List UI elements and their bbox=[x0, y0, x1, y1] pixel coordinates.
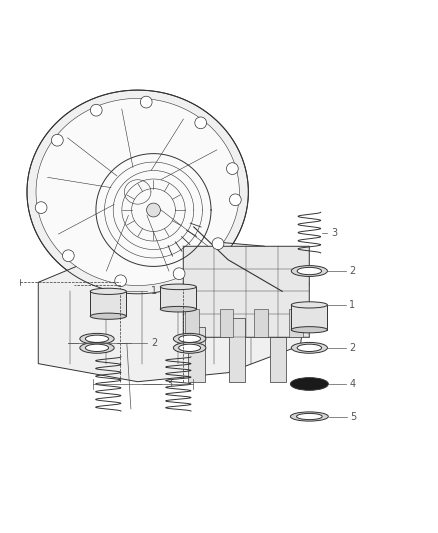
Ellipse shape bbox=[179, 344, 201, 351]
Circle shape bbox=[212, 238, 224, 249]
Ellipse shape bbox=[173, 333, 206, 344]
Ellipse shape bbox=[80, 333, 114, 344]
Circle shape bbox=[173, 268, 185, 280]
Circle shape bbox=[147, 203, 160, 217]
Text: 1: 1 bbox=[151, 286, 157, 296]
Circle shape bbox=[115, 275, 127, 287]
Text: 3: 3 bbox=[166, 379, 172, 389]
Bar bbox=[90, 292, 127, 316]
Text: 1: 1 bbox=[349, 300, 355, 310]
Polygon shape bbox=[36, 99, 239, 286]
Circle shape bbox=[226, 163, 238, 174]
Bar bbox=[291, 305, 328, 330]
Ellipse shape bbox=[160, 306, 196, 312]
Polygon shape bbox=[38, 237, 309, 382]
Bar bbox=[160, 287, 196, 309]
Bar bbox=[289, 310, 303, 336]
Ellipse shape bbox=[85, 335, 109, 343]
Text: 3: 3 bbox=[331, 228, 337, 238]
Ellipse shape bbox=[80, 342, 114, 353]
Circle shape bbox=[35, 201, 47, 214]
Ellipse shape bbox=[290, 378, 328, 390]
Ellipse shape bbox=[173, 342, 206, 353]
Ellipse shape bbox=[90, 288, 127, 294]
Circle shape bbox=[140, 96, 152, 108]
Polygon shape bbox=[27, 90, 248, 294]
Text: 5: 5 bbox=[350, 411, 356, 422]
Ellipse shape bbox=[85, 344, 109, 351]
Ellipse shape bbox=[90, 313, 127, 319]
Polygon shape bbox=[183, 246, 309, 336]
Circle shape bbox=[90, 104, 102, 116]
Ellipse shape bbox=[291, 265, 328, 277]
Circle shape bbox=[230, 194, 241, 206]
Ellipse shape bbox=[290, 412, 328, 421]
Text: 2: 2 bbox=[151, 338, 158, 348]
Ellipse shape bbox=[291, 327, 328, 333]
Bar bbox=[229, 318, 245, 382]
Ellipse shape bbox=[297, 268, 321, 274]
Bar bbox=[185, 310, 199, 336]
Ellipse shape bbox=[297, 414, 322, 419]
Circle shape bbox=[63, 250, 74, 262]
Bar bbox=[254, 310, 268, 336]
Text: 2: 2 bbox=[349, 343, 355, 353]
Ellipse shape bbox=[291, 342, 328, 353]
Ellipse shape bbox=[291, 302, 328, 308]
Text: 2: 2 bbox=[349, 266, 355, 276]
Circle shape bbox=[52, 134, 63, 146]
Bar bbox=[270, 336, 286, 382]
Polygon shape bbox=[36, 99, 239, 286]
Ellipse shape bbox=[297, 344, 321, 351]
Bar bbox=[220, 310, 233, 336]
Bar bbox=[188, 327, 205, 382]
Text: 4: 4 bbox=[349, 379, 355, 389]
Circle shape bbox=[195, 117, 207, 129]
Ellipse shape bbox=[179, 335, 201, 343]
Ellipse shape bbox=[160, 284, 196, 289]
